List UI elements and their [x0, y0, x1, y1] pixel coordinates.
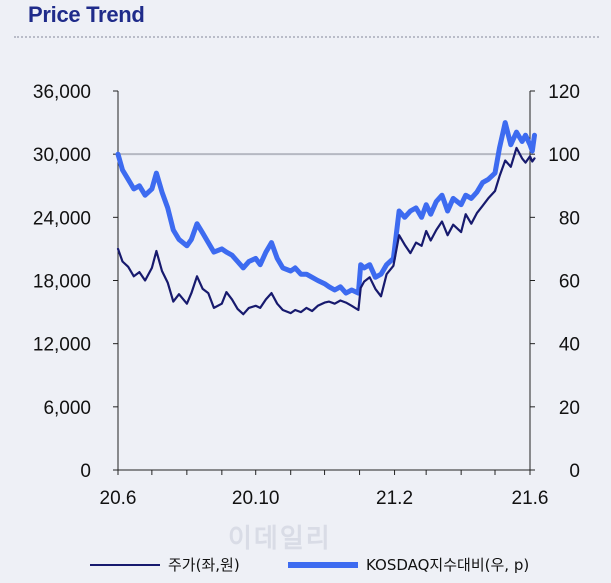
x-tick-label: 21.6	[512, 488, 549, 509]
title-divider	[14, 36, 599, 38]
legend-label: KOSDAQ지수대비(우, p)	[366, 556, 530, 574]
y-right-tick-label: 120	[548, 82, 580, 103]
x-tick-label: 20.10	[232, 488, 280, 509]
y-right-tick-label: 40	[559, 335, 580, 356]
y-left-tick-label: 18,000	[33, 272, 91, 293]
y-right-tick-label: 60	[559, 272, 580, 293]
series-line-kosdaq-relative	[115, 120, 537, 296]
x-tick-label: 20.6	[100, 488, 137, 509]
y-right-tick-label: 80	[559, 208, 580, 229]
y-left-tick-label: 30,000	[33, 145, 91, 166]
y-right-tick-label: 0	[569, 461, 580, 482]
legend-label: 주가(좌,원)	[168, 556, 240, 574]
series-line-stock-price	[116, 146, 536, 316]
watermark: 이데일리	[228, 524, 332, 554]
y-left-tick-label: 12,000	[33, 335, 91, 356]
legend-swatch	[90, 563, 160, 566]
y-left-tick-label: 6,000	[43, 398, 91, 419]
y-left-tick-label: 36,000	[33, 82, 91, 103]
y-left-tick-label: 0	[80, 461, 91, 482]
legend-swatch	[288, 562, 358, 568]
x-tick-label: 21.2	[376, 488, 413, 509]
y-left-tick-label: 24,000	[33, 208, 91, 229]
y-right-tick-label: 100	[548, 145, 580, 166]
page-title: Price Trend	[28, 2, 145, 27]
chart-legend: 주가(좌,원) KOSDAQ지수대비(우, p)	[0, 548, 611, 578]
y-right-tick-label: 20	[559, 398, 580, 419]
